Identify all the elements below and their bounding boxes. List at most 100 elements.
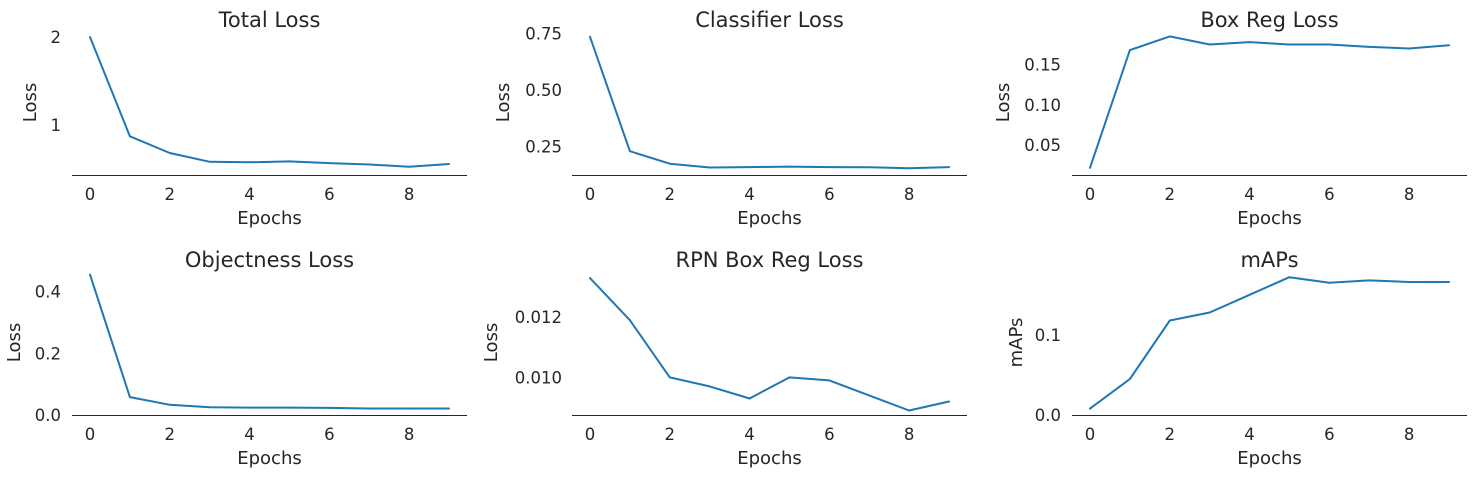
data-point [448, 407, 450, 410]
x-tick-label: 6 [324, 425, 335, 444]
x-tick-label: 0 [85, 185, 96, 204]
data-point [1408, 281, 1410, 283]
data-point [89, 36, 91, 38]
y-tick-label: 1 [51, 116, 62, 135]
x-tick-label: 2 [1165, 425, 1176, 444]
data-point [408, 165, 410, 168]
x-tick-label: 0 [85, 425, 96, 444]
data-point [1129, 49, 1131, 51]
data-point [168, 404, 171, 406]
x-tick-label: 4 [1244, 185, 1255, 204]
data-point [788, 376, 791, 379]
series-line [1089, 276, 1450, 410]
y-tick-label: 0.1 [1035, 326, 1061, 345]
data-point [828, 379, 831, 382]
data-point [748, 166, 751, 168]
x-tick-label: 2 [665, 185, 676, 204]
x-tick-label: 8 [1404, 425, 1415, 444]
data-point [1208, 311, 1211, 314]
data-point [1288, 43, 1291, 46]
subplot-title: Total Loss [218, 8, 321, 32]
data-point [589, 35, 591, 38]
x-tick-label: 0 [1085, 425, 1096, 444]
x-tick-label: 4 [244, 185, 255, 204]
y-tick-label: 0.010 [515, 368, 562, 387]
data-point [1089, 407, 1091, 410]
x-axis-label: Epochs [737, 208, 802, 229]
data-point [248, 161, 251, 164]
data-point [1368, 279, 1371, 282]
subplot-3: Box Reg Loss 0 2 4 6 8 0.05 0.10 0.15 Epochs Loss [993, 8, 1467, 229]
y-axis-label: Loss [4, 323, 25, 362]
data-point [708, 166, 711, 169]
data-point [328, 162, 331, 164]
data-point [1168, 35, 1171, 38]
y-tick-label: 0.0 [1035, 406, 1061, 425]
data-point [1168, 319, 1171, 322]
series-line [89, 36, 450, 168]
subplot-2: Classifier Loss 0 2 4 6 8 0.25 0.50 0.75 Epochs Lo… [493, 8, 967, 229]
y-tick-label: 0.15 [1024, 56, 1061, 75]
y-tick-label: 0.0 [35, 406, 61, 425]
data-point [1408, 47, 1410, 50]
y-axis-label: mAPs [1006, 318, 1027, 368]
x-tick-label: 8 [1404, 185, 1415, 204]
series-line [89, 273, 450, 410]
data-point [629, 319, 631, 322]
x-tick-label: 4 [744, 425, 755, 444]
data-point [248, 406, 251, 409]
data-point [1368, 46, 1371, 48]
data-point [288, 406, 291, 409]
x-tick-label: 8 [904, 425, 915, 444]
x-tick-label: 4 [1244, 425, 1255, 444]
data-point [1248, 41, 1251, 43]
y-tick-label: 0.75 [525, 24, 562, 43]
data-point [208, 161, 211, 163]
data-point [1208, 43, 1211, 46]
x-tick-label: 6 [324, 185, 335, 204]
x-axis-label: Epochs [1237, 208, 1302, 229]
data-point [868, 394, 871, 397]
data-point [1129, 378, 1131, 380]
data-point [89, 273, 91, 276]
data-point [1089, 166, 1091, 169]
data-point [828, 166, 831, 168]
data-point [1448, 281, 1450, 283]
x-tick-label: 8 [904, 185, 915, 204]
data-point [1248, 294, 1251, 296]
y-tick-label: 0.50 [525, 81, 562, 100]
x-tick-label: 0 [585, 185, 596, 204]
data-point [1448, 44, 1450, 47]
data-point [668, 162, 671, 165]
y-tick-label: 0.10 [1024, 96, 1061, 115]
x-axis-label: Epochs [1237, 448, 1302, 469]
subplot-title: Objectness Loss [185, 248, 354, 272]
series-line [1089, 35, 1450, 169]
y-axis-label: Loss [481, 323, 502, 362]
x-tick-label: 4 [244, 425, 255, 444]
y-axis-label: Loss [20, 83, 41, 122]
data-point [408, 407, 410, 410]
data-point [1288, 276, 1291, 279]
y-tick-label: 0.012 [515, 308, 562, 327]
y-tick-label: 0.4 [35, 283, 61, 302]
x-tick-label: 8 [404, 185, 415, 204]
data-point [288, 160, 291, 163]
data-point [129, 396, 131, 398]
subplot-title: mAPs [1240, 248, 1298, 272]
subplot-6: mAPs 0 2 4 6 8 0.0 0.1 Epochs mAPs [1006, 248, 1467, 469]
data-point [368, 163, 371, 166]
data-point [788, 165, 791, 168]
data-point [589, 277, 591, 279]
data-point [908, 167, 910, 170]
x-tick-label: 2 [1165, 185, 1176, 204]
x-tick-label: 0 [1085, 185, 1096, 204]
subplot-1: Total Loss 0 2 4 6 8 1 2 Epochs Loss [20, 8, 467, 229]
x-tick-label: 2 [165, 425, 176, 444]
data-point [168, 152, 171, 154]
x-tick-label: 6 [824, 185, 835, 204]
x-tick-label: 8 [404, 425, 415, 444]
y-axis-label: Loss [993, 83, 1014, 122]
y-tick-label: 0.05 [1024, 136, 1061, 155]
